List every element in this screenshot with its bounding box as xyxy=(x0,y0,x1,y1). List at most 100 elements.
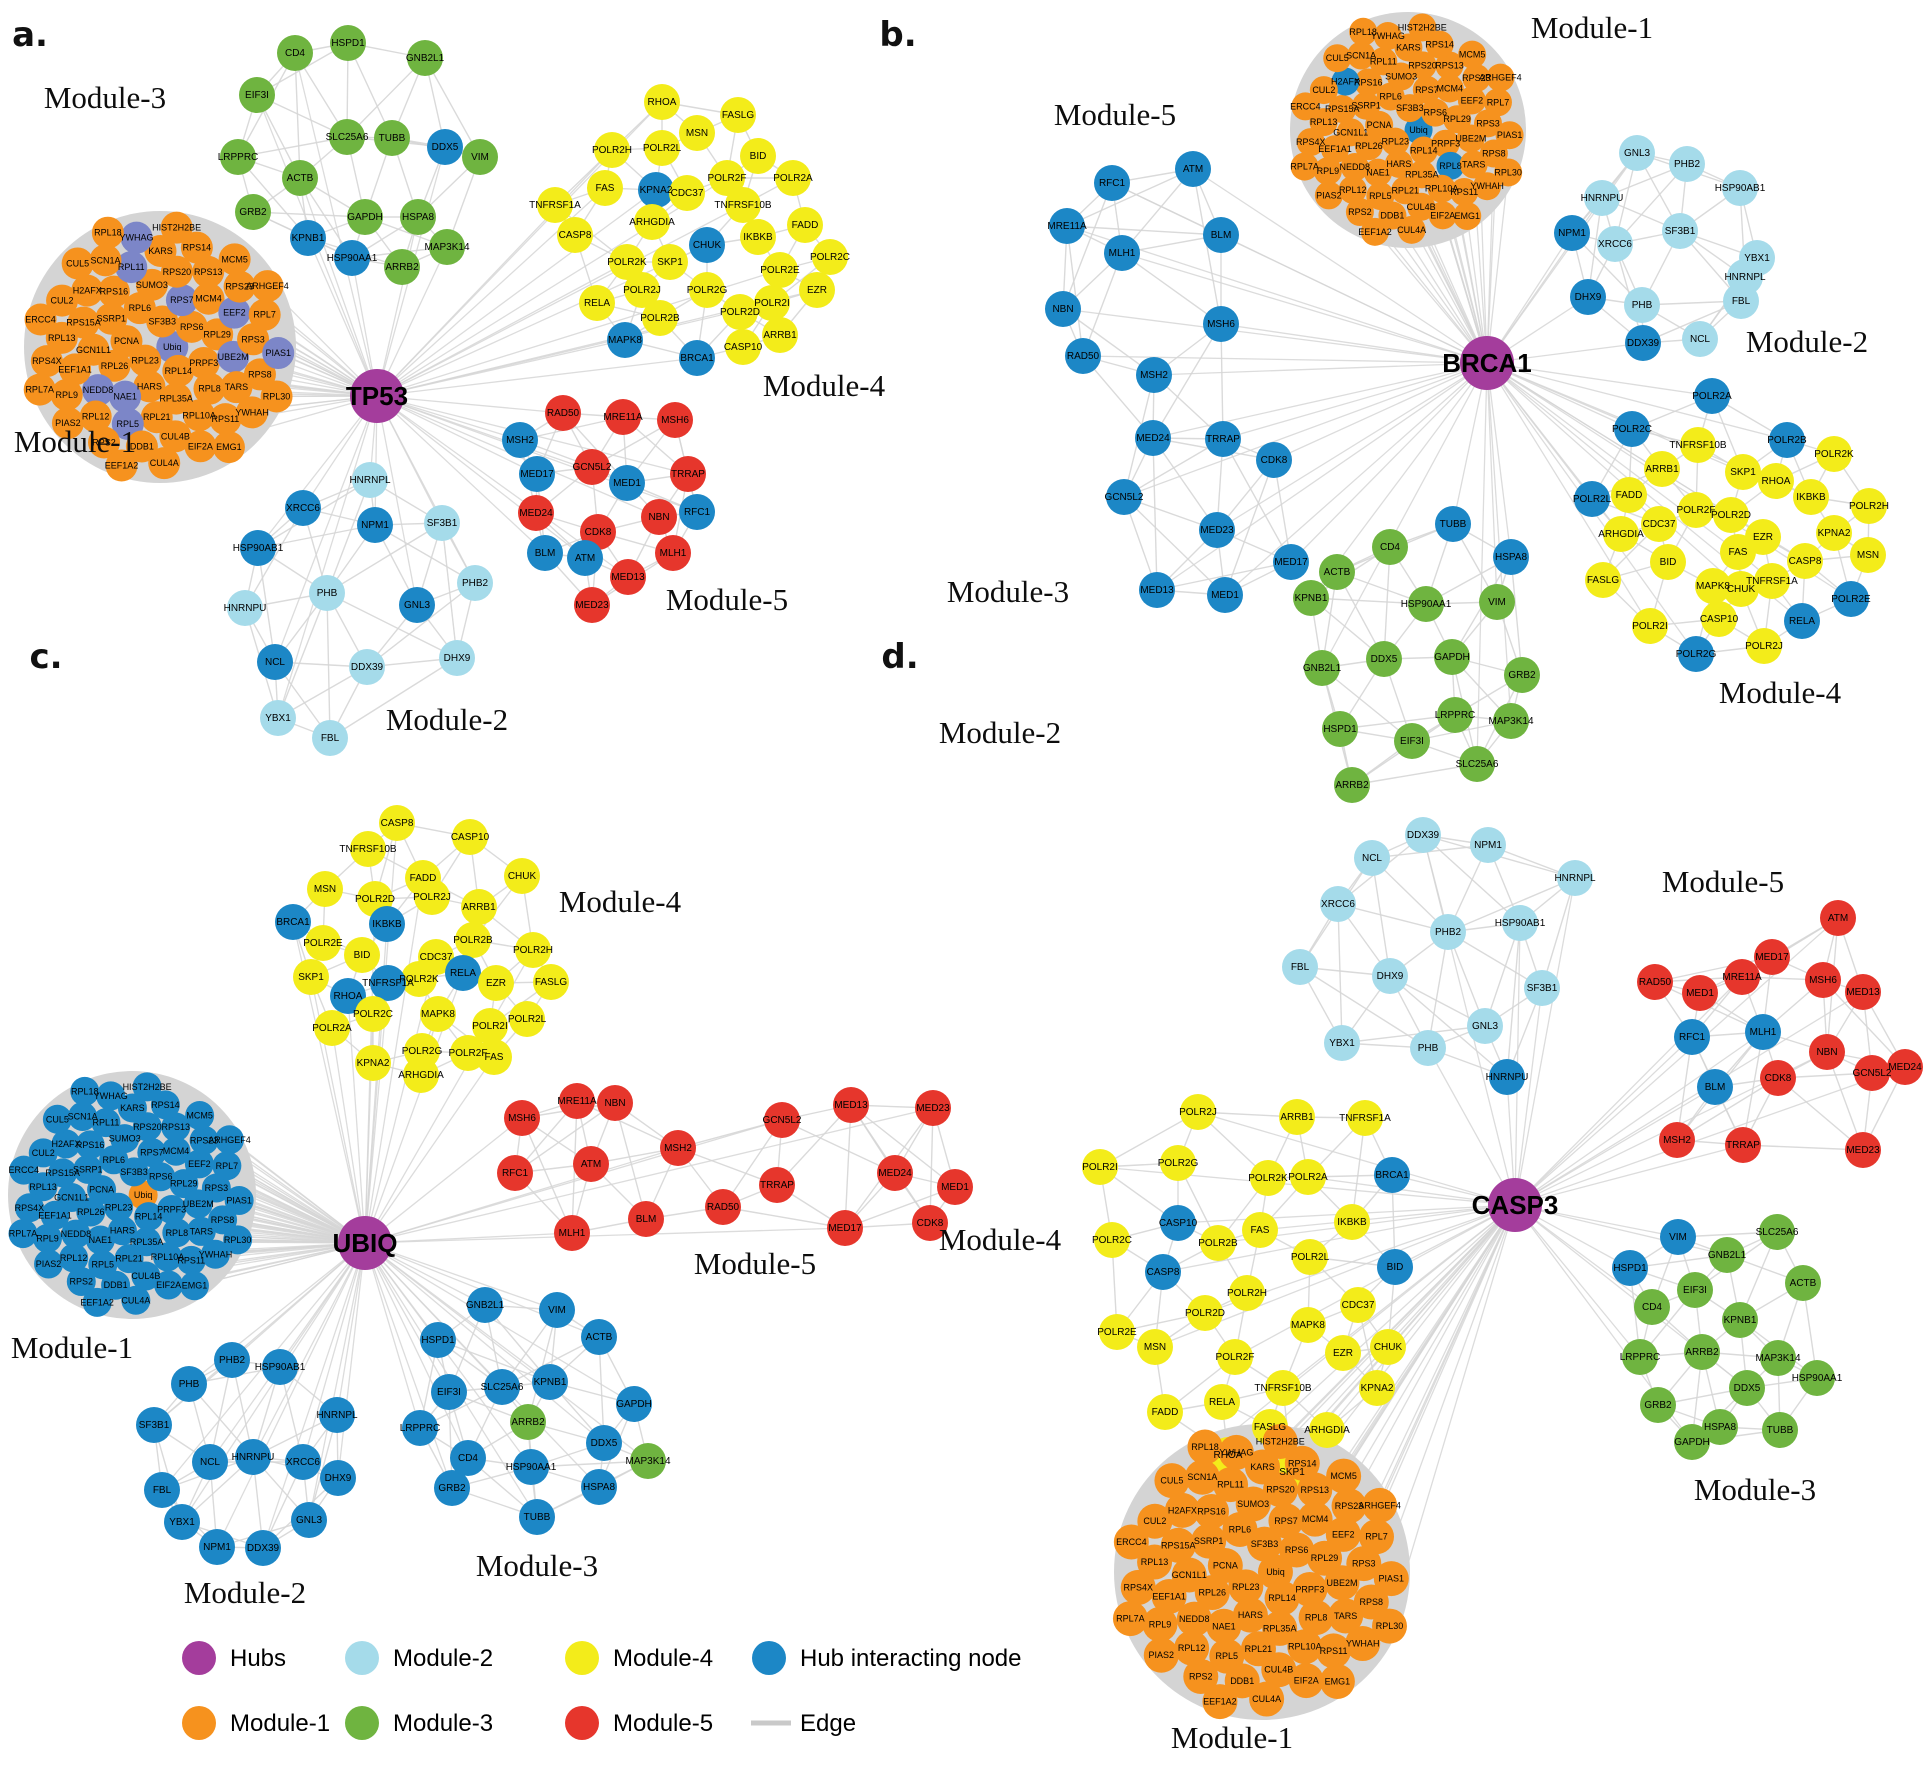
node-BID xyxy=(740,138,776,174)
node-POLR2I xyxy=(472,1008,508,1044)
node-label-XRCC6: XRCC6 xyxy=(1321,899,1355,910)
node-label-GNB2L1: GNB2L1 xyxy=(1708,1250,1747,1261)
node-RPL12 xyxy=(1338,175,1367,204)
node-PCNA xyxy=(1207,1548,1243,1584)
node-label-EIF2A: EIF2A xyxy=(156,1280,181,1290)
node-CUL4B xyxy=(1261,1652,1297,1688)
node-ARRB2 xyxy=(384,249,420,285)
node-label-EEF1A2: EEF1A2 xyxy=(1203,1697,1237,1707)
node-POLR2E xyxy=(305,925,341,961)
node-PHB xyxy=(1410,1030,1446,1066)
node-EIF3I xyxy=(239,77,275,113)
node-label-SSRP1: SSRP1 xyxy=(73,1164,103,1174)
node-RPL13 xyxy=(1309,108,1338,137)
node-MED1 xyxy=(937,1169,973,1205)
node-NBN xyxy=(1809,1034,1845,1070)
node-label-MLH1: MLH1 xyxy=(1109,248,1136,259)
node-POLR2B xyxy=(1200,1225,1236,1261)
node-MED23 xyxy=(574,587,610,623)
node-BLM xyxy=(1697,1069,1733,1105)
node-label-POLR2E: POLR2E xyxy=(1831,594,1871,605)
node-CASP10 xyxy=(725,329,761,365)
node-label-RPS16: RPS16 xyxy=(1354,77,1383,87)
node-label-TRRAP: TRRAP xyxy=(760,1180,794,1191)
node-label-DDB1: DDB1 xyxy=(1380,211,1404,221)
node-label-RELA: RELA xyxy=(1209,1397,1235,1408)
node-label-SKP1: SKP1 xyxy=(657,257,683,268)
node-label-RPL18: RPL18 xyxy=(94,228,122,238)
node-MSH2 xyxy=(1659,1122,1695,1158)
node-label-MED23: MED23 xyxy=(1846,1145,1880,1156)
node-KPNB1 xyxy=(290,220,326,256)
node-HNRNPU xyxy=(235,1439,271,1475)
node-EEF1A2 xyxy=(82,1287,112,1317)
node-label-KARS: KARS xyxy=(1396,42,1421,52)
node-label-EZR: EZR xyxy=(1753,532,1773,543)
node-RHOA xyxy=(644,84,680,120)
node-label-PHB2: PHB2 xyxy=(1674,159,1701,170)
node-MCM4 xyxy=(192,282,225,315)
node-label-POLR2I: POLR2I xyxy=(754,298,790,309)
node-label-SLC25A6: SLC25A6 xyxy=(1756,1227,1799,1238)
node-label-KPNA2: KPNA2 xyxy=(1818,528,1851,539)
legend-label-hubs: Hubs xyxy=(230,1645,286,1672)
node-label-GRB2: GRB2 xyxy=(438,1483,466,1494)
node-label-RPL8: RPL8 xyxy=(198,384,221,394)
node-label-PIAS1: PIAS1 xyxy=(1379,1574,1405,1584)
node-label-POLR2K: POLR2K xyxy=(1814,449,1854,460)
node-label-RFC1: RFC1 xyxy=(684,507,711,518)
node-label-HSP90AB1: HSP90AB1 xyxy=(255,1362,306,1373)
node-CD4 xyxy=(1372,529,1408,565)
node-SCN1A xyxy=(89,244,122,277)
node-label-RPS7: RPS7 xyxy=(140,1148,164,1158)
node-label-ARRB1: ARRB1 xyxy=(1280,1112,1314,1123)
node-label-MCM5: MCM5 xyxy=(186,1111,213,1121)
node-MED17 xyxy=(1273,544,1309,580)
node-ACTB xyxy=(282,160,318,196)
node-Ubiq xyxy=(128,1180,158,1210)
node-BLM xyxy=(1203,217,1239,253)
node-RPS13 xyxy=(1435,51,1464,80)
node-CD4 xyxy=(277,35,313,71)
node-label-RPL29: RPL29 xyxy=(203,329,231,339)
node-label-RPL11: RPL11 xyxy=(1217,1480,1244,1490)
node-label-RPS14: RPS14 xyxy=(151,1100,180,1110)
node-label-POLR2I: POLR2I xyxy=(1082,1162,1118,1173)
node-label-POLR2A: POLR2A xyxy=(1692,391,1732,402)
node-label-RPS11: RPS11 xyxy=(177,1255,205,1265)
node-label-RPL23: RPL23 xyxy=(105,1202,133,1212)
node-RPL7 xyxy=(248,298,281,331)
node-label-MSH2: MSH2 xyxy=(1140,370,1168,381)
hub-label-UBIQ: UBIQ xyxy=(333,1228,398,1258)
node-label-FAS: FAS xyxy=(485,1052,504,1063)
node-RPL9 xyxy=(32,1223,62,1253)
node-label-EEF1A1: EEF1A1 xyxy=(1152,1591,1186,1601)
node-PRPF3 xyxy=(1292,1571,1328,1607)
node-label-MED24: MED24 xyxy=(878,1168,912,1179)
node-label-IKBKB: IKBKB xyxy=(1796,492,1826,503)
node-label-MCM5: MCM5 xyxy=(1459,50,1486,60)
node-label-H2AFX: H2AFX xyxy=(1168,1505,1197,1515)
node-label-TNFRSF1A: TNFRSF1A xyxy=(1339,1113,1391,1124)
node-label-RPL14: RPL14 xyxy=(165,366,193,376)
node-DDX39 xyxy=(349,649,385,685)
node-MED23 xyxy=(915,1090,951,1126)
node-RPL7A xyxy=(8,1219,38,1249)
node-label-RPL21: RPL21 xyxy=(1391,185,1419,195)
node-SCN1A xyxy=(68,1101,98,1131)
node-label-RPS4X: RPS4X xyxy=(32,356,62,366)
node-SSRP1 xyxy=(1191,1523,1227,1559)
node-label-FADD: FADD xyxy=(1152,1407,1179,1418)
node-label-GCN5L2: GCN5L2 xyxy=(573,462,612,473)
node-label-ATM: ATM xyxy=(581,1159,601,1170)
node-label-RPL13: RPL13 xyxy=(1310,117,1338,127)
node-label-RPS6: RPS6 xyxy=(180,322,204,332)
legend-swatch-module-4 xyxy=(565,1641,599,1675)
node-label-RPL30: RPL30 xyxy=(1494,167,1522,177)
node-EEF2 xyxy=(184,1149,214,1179)
node-HSP90AB1 xyxy=(1722,170,1758,206)
node-label-RPS3: RPS3 xyxy=(1476,118,1500,128)
node-TARS xyxy=(186,1216,216,1246)
node-DDX5 xyxy=(1729,1370,1765,1406)
node-label-MCM4: MCM4 xyxy=(163,1146,190,1156)
